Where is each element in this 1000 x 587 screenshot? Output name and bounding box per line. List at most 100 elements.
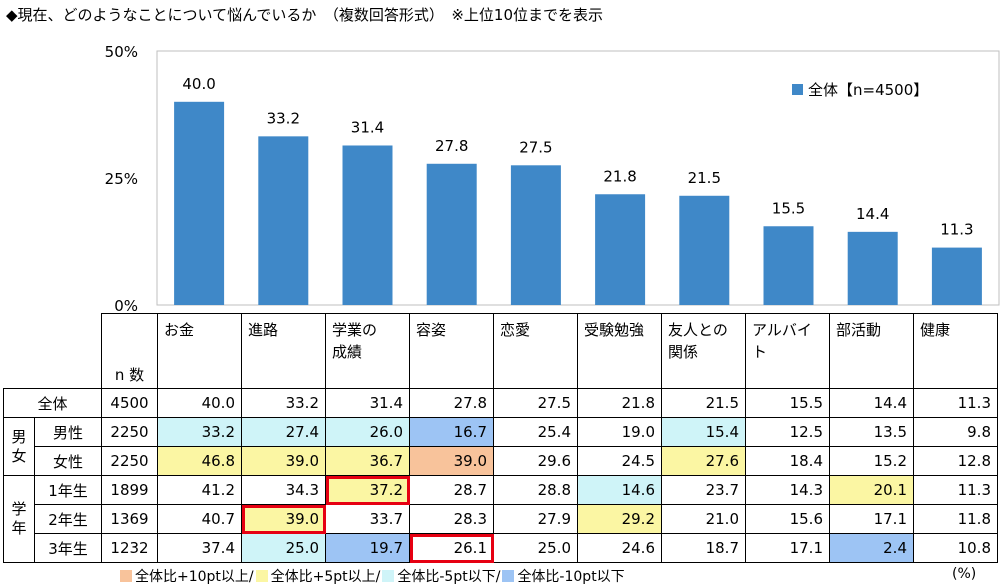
shade-legend: 全体比+10pt以上/全体比+5pt以上/全体比-5pt以下/全体比-10pt以… (120, 566, 625, 586)
bar-4 (426, 163, 477, 305)
bar-1 (174, 101, 225, 305)
shade-legend-label: 全体比+10pt以上/ (135, 569, 254, 585)
value-cell: 40.0 (157, 388, 242, 418)
shade-legend-label: 全体比-5pt以下/ (397, 569, 501, 585)
shade-swatch (120, 570, 132, 582)
bar-value-label: 21.5 (688, 169, 721, 187)
category-header-line: お金 (164, 321, 195, 339)
n-value: 2250 (101, 446, 158, 476)
value-cell: 26.0 (325, 417, 410, 447)
group-label-char: 学 (11, 500, 27, 518)
shade-swatch (382, 570, 395, 582)
value-cell: 11.3 (913, 388, 998, 418)
value-cell: 21.5 (661, 388, 746, 418)
value-cell: 15.6 (745, 504, 830, 534)
value-cell: 21.0 (661, 504, 746, 534)
bar-6 (595, 194, 646, 305)
n-value: 2250 (101, 417, 158, 447)
category-header: アルバイト (745, 313, 830, 389)
table-row: 学年 1年生 1899 41.2 34.3 37.2 28.7 28.8 14.6 23.7 14.… (3, 475, 998, 563)
value-cell: 37.4 (157, 533, 242, 563)
value-cell: 24.6 (577, 533, 662, 563)
chart-title: ◆現在、どのようなことについて悩んでいるか （複数回答形式） ※上位10位までを… (6, 6, 603, 24)
value-cell: 25.0 (241, 533, 326, 563)
value-cell: 27.6 (661, 446, 746, 476)
category-header-line: 健康 (920, 321, 951, 339)
group-label-char: 女 (11, 446, 27, 465)
table-row: 女性 2250 46.8 39.0 36.7 39.0 29.6 24.5 27.6 18.4 15… (4, 446, 998, 476)
value-cell: 21.8 (577, 388, 662, 418)
value-cell: 34.3 (241, 475, 326, 505)
value-cell: 24.5 (577, 446, 662, 476)
value-cell: 11.8 (913, 504, 998, 534)
value-cell: 40.7 (157, 504, 242, 534)
value-cell: 33.7 (325, 504, 410, 534)
value-cell: 20.1 (829, 475, 914, 505)
value-cell: 46.8 (157, 446, 242, 476)
table-row: 2年生 1369 40.7 39.0 33.7 28.3 27.9 29.2 21.0 15.6 1… (4, 504, 998, 534)
value-cell: 27.4 (241, 417, 326, 447)
value-cell: 13.5 (829, 417, 914, 447)
row-label: 男性 (34, 417, 102, 447)
value-cell: 16.7 (409, 417, 494, 447)
value-cell: 28.3 (409, 504, 494, 534)
value-cell: 9.8 (913, 417, 998, 447)
category-header: 友人との 関係 (661, 313, 746, 389)
bar-7 (679, 195, 730, 305)
group-label: 男女 (3, 417, 35, 476)
row-label: 全体 (3, 388, 102, 418)
value-cell: 19.7 (325, 533, 410, 563)
value-cell: 36.7 (325, 446, 410, 476)
row-label: 1年生 (34, 475, 102, 505)
table-row: 全体 4500 40.0 33.2 31.4 27.8 27.5 21.8 21.5 15.5 14… (3, 388, 998, 418)
shade-swatch (255, 570, 268, 582)
bar-8 (763, 226, 814, 305)
category-header-line: 学業の (332, 321, 378, 339)
value-cell: 15.5 (745, 388, 830, 418)
n-value: 1899 (101, 475, 158, 505)
n-header: n 数 (101, 313, 158, 389)
n-value: 1369 (101, 504, 158, 534)
category-header: 進路 (241, 313, 326, 389)
value-cell: 39.0 (241, 446, 326, 476)
bar-9 (847, 231, 898, 305)
category-header: 部活動 (829, 313, 914, 389)
value-cell: 11.3 (913, 475, 998, 505)
value-cell: 18.4 (745, 446, 830, 476)
value-cell: 28.8 (493, 475, 578, 505)
value-cell: 17.1 (829, 504, 914, 534)
value-cell: 33.2 (157, 417, 242, 447)
value-cell: 14.6 (577, 475, 662, 505)
category-header-line: 成績 (332, 343, 363, 361)
value-cell: 10.8 (913, 533, 998, 563)
shade-legend-item: 全体比+10pt以上/ (120, 566, 254, 586)
category-header: 学業の 成績 (325, 313, 410, 389)
value-cell: 25.4 (493, 417, 578, 447)
bar-value-label: 27.8 (435, 137, 468, 155)
bar-value-label: 40.0 (182, 75, 215, 93)
shade-legend-label: 全体比-10pt以下 (517, 569, 625, 585)
value-cell: 27.8 (409, 388, 494, 418)
category-header-line: 進路 (248, 321, 279, 339)
y-tick-label: 25% (105, 170, 138, 188)
bar-chart: 0% 25% 50% 40.0 33.2 31.4 27.8 27.5 21.8 21.5 15.5… (105, 43, 1000, 313)
group-label: 学年 (3, 475, 35, 563)
n-value: 1232 (101, 533, 158, 563)
bar-value-label: 11.3 (940, 221, 973, 239)
category-header: 健康 (913, 313, 998, 389)
value-cell: 28.7 (409, 475, 494, 505)
value-cell: 14.4 (829, 388, 914, 418)
legend-label: 全体【n=4500】 (808, 81, 928, 99)
value-cell: 19.0 (577, 417, 662, 447)
row-label: 女性 (34, 446, 102, 476)
plot-frame (156, 50, 1000, 306)
bar-value-label: 27.5 (519, 138, 552, 156)
value-cell: 39.0 (241, 504, 326, 534)
shade-legend-item: 全体比+5pt以上/ (255, 566, 380, 586)
value-cell: 29.2 (577, 504, 662, 534)
value-cell: 29.6 (493, 446, 578, 476)
value-cell: 37.2 (325, 475, 410, 505)
category-header-line: 部活動 (836, 321, 882, 339)
y-tick-label: 50% (105, 43, 138, 61)
bar-value-label: 33.2 (267, 109, 300, 127)
